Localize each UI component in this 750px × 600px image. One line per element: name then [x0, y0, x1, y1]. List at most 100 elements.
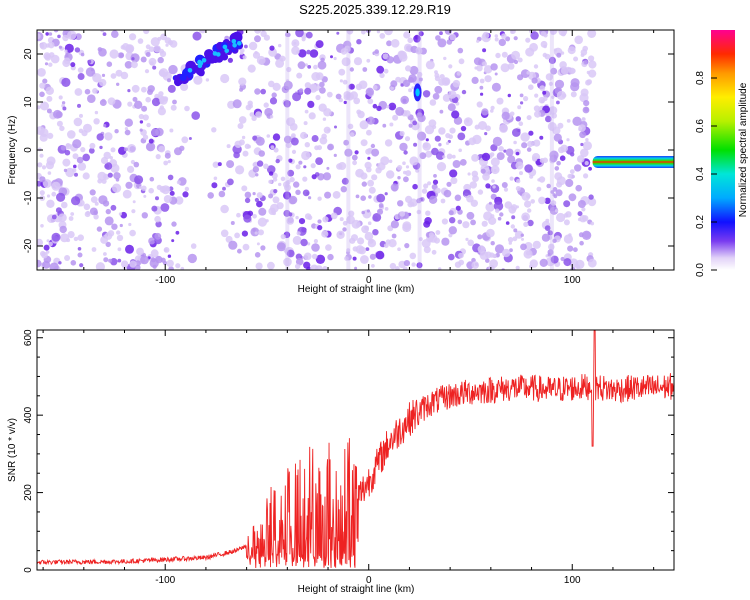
speckle — [273, 189, 278, 194]
speckle — [297, 61, 306, 70]
speckle — [228, 240, 238, 250]
speckle — [336, 163, 343, 170]
speckle — [371, 174, 378, 181]
speckle — [144, 69, 150, 74]
speckle — [307, 100, 315, 108]
speckle — [58, 95, 63, 100]
speckle — [587, 258, 597, 268]
speckle — [359, 120, 369, 130]
speckle — [404, 110, 411, 117]
speckle — [386, 56, 394, 64]
speckle — [380, 156, 390, 166]
speckle — [87, 94, 96, 103]
speckle — [408, 74, 417, 83]
speckle — [247, 64, 256, 73]
y-tick-label: 10 — [23, 96, 34, 108]
speckle — [497, 216, 502, 221]
speckle — [429, 99, 437, 106]
speckle — [526, 147, 532, 152]
speckle — [584, 161, 589, 166]
x-tick-label: -100 — [155, 275, 175, 286]
speckle — [46, 95, 53, 102]
speckle — [539, 258, 548, 267]
speckle — [238, 116, 247, 124]
speckle — [127, 165, 135, 173]
speckle — [336, 31, 340, 35]
speckle — [485, 202, 495, 212]
speckle — [548, 243, 555, 251]
speckle — [588, 55, 595, 62]
speckle — [84, 88, 91, 95]
speckle — [375, 250, 385, 260]
speckle — [550, 67, 558, 75]
speckle — [97, 171, 107, 181]
speckle — [354, 150, 359, 155]
speckle — [100, 156, 109, 165]
speckle — [167, 78, 171, 83]
speckle — [449, 127, 456, 134]
speckle — [105, 208, 112, 215]
speckle — [446, 153, 453, 160]
speckle — [478, 121, 487, 130]
speckle — [517, 74, 524, 81]
speckle — [171, 239, 175, 243]
speckle — [353, 57, 363, 66]
speckle — [115, 69, 123, 77]
speckle — [59, 225, 67, 234]
speckle — [526, 194, 531, 199]
speckle — [180, 266, 185, 270]
speckle — [404, 136, 411, 142]
speckle — [241, 230, 248, 237]
speckle — [263, 163, 269, 170]
speckle — [254, 231, 258, 235]
speckle — [59, 125, 65, 132]
speckle — [90, 68, 94, 72]
speckle — [129, 229, 136, 237]
speckle — [255, 173, 259, 177]
speckle — [551, 112, 557, 119]
speckle — [315, 94, 321, 101]
speckle — [471, 261, 480, 269]
speckle — [128, 222, 132, 227]
speckle — [254, 35, 261, 43]
speckle — [119, 223, 123, 228]
speckle — [388, 102, 397, 111]
speckle — [435, 187, 441, 194]
speckle — [438, 267, 442, 270]
speckle — [559, 155, 566, 161]
speckle — [368, 195, 372, 199]
speckle — [556, 52, 562, 58]
speckle — [130, 159, 135, 165]
speckle — [501, 182, 508, 188]
speckle — [142, 114, 149, 121]
speckle — [402, 161, 406, 165]
speckle — [546, 183, 551, 189]
speckle — [295, 215, 299, 220]
speckle — [212, 161, 219, 168]
speckle — [85, 210, 91, 216]
speckle — [436, 162, 447, 172]
speckle — [391, 233, 397, 239]
speckle — [342, 220, 348, 226]
speckle — [51, 181, 61, 191]
speckle — [492, 185, 496, 189]
speckle — [114, 129, 119, 134]
speckle — [584, 107, 589, 112]
speckle — [58, 261, 62, 265]
speckle — [456, 71, 461, 76]
speckle — [333, 153, 337, 157]
chirp-hotspot — [201, 58, 207, 63]
speckle — [304, 142, 310, 148]
speckle — [341, 177, 349, 185]
speckle — [326, 91, 333, 98]
speckle — [347, 123, 354, 130]
speckle — [453, 116, 463, 125]
speckle — [131, 209, 136, 214]
speckle — [48, 32, 53, 36]
speckle — [395, 266, 400, 270]
speckle — [56, 192, 66, 202]
speckle — [355, 222, 361, 228]
speckle — [266, 134, 271, 138]
speckle — [488, 201, 492, 205]
